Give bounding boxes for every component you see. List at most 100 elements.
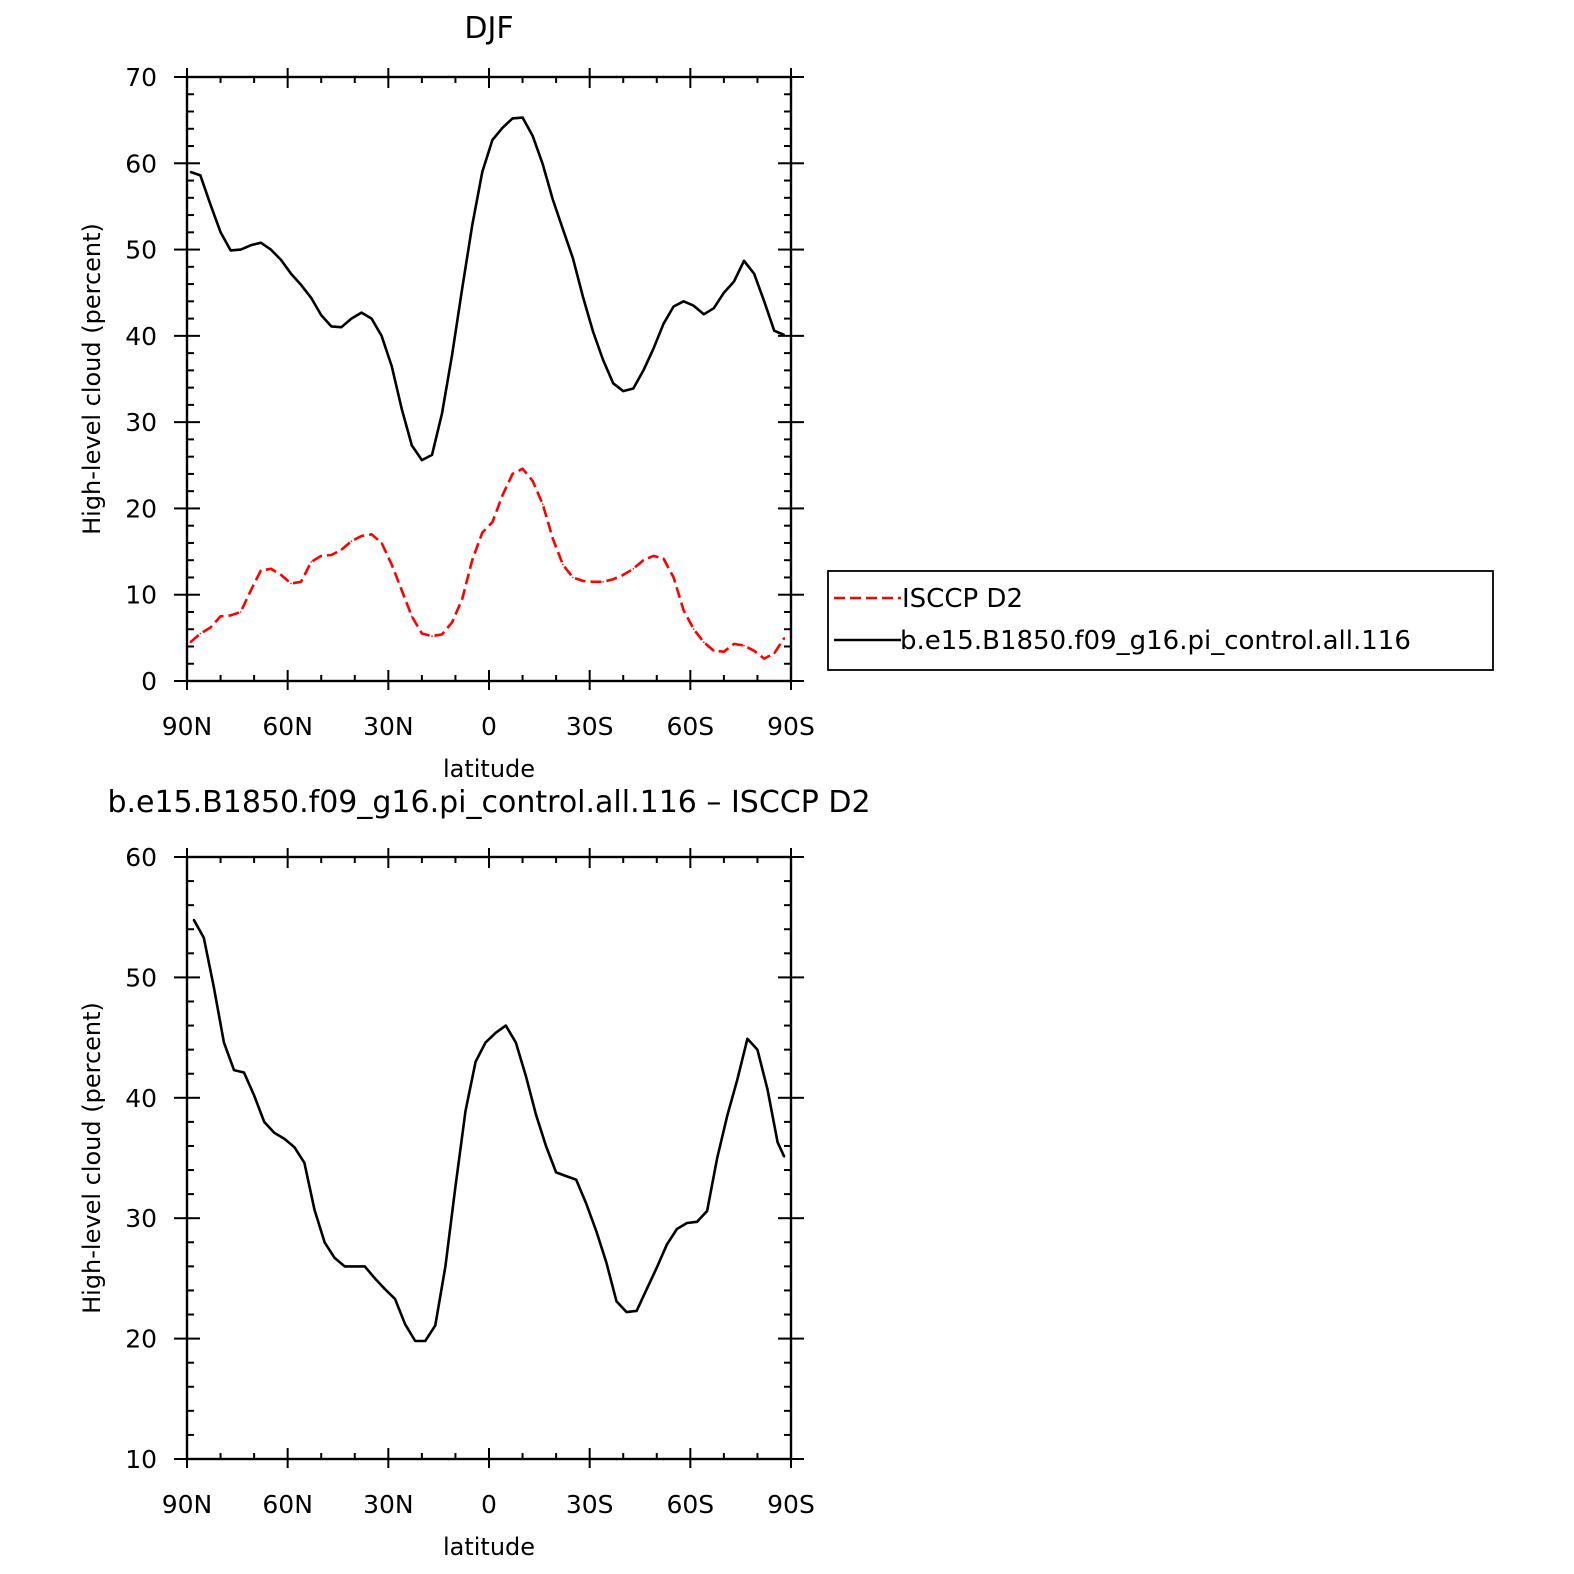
data-point — [253, 1094, 255, 1097]
data-point — [364, 1265, 366, 1268]
y-tick-label: 10 — [125, 581, 157, 610]
x-tick-label: 60S — [666, 1490, 714, 1519]
data-point — [511, 117, 514, 120]
data-point — [733, 643, 735, 645]
data-point — [612, 578, 614, 580]
data-point — [753, 650, 755, 652]
data-point — [726, 1115, 728, 1117]
data-point — [380, 542, 383, 544]
y-tick-label: 40 — [125, 1084, 157, 1113]
data-point — [273, 1131, 276, 1134]
y-tick-label: 60 — [125, 149, 157, 178]
data-point — [464, 1110, 467, 1112]
data-point — [380, 335, 383, 337]
data-point — [404, 1323, 406, 1325]
y-tick-label: 20 — [125, 1325, 157, 1354]
data-point — [766, 1088, 769, 1091]
data-point — [713, 650, 715, 652]
data-point — [250, 244, 252, 247]
data-point — [696, 1221, 698, 1223]
data-point — [203, 936, 205, 939]
legend-box — [827, 570, 1494, 671]
data-point — [525, 1075, 527, 1077]
data-point — [424, 1340, 427, 1342]
x-tick-label: 60N — [262, 712, 313, 741]
data-point — [582, 296, 584, 298]
data-point — [713, 307, 715, 310]
x-tick-label: 30S — [566, 1490, 614, 1519]
x-tick-label: 90S — [767, 712, 815, 741]
data-point — [753, 272, 755, 275]
data-point — [642, 559, 645, 561]
data-point — [471, 224, 474, 227]
bottom-plot-frame — [185, 855, 793, 1461]
data-point — [692, 304, 695, 307]
y-tick-label: 40 — [125, 322, 157, 351]
data-point — [441, 412, 443, 415]
data-point — [290, 272, 292, 275]
data-point — [645, 1288, 648, 1290]
data-point — [280, 259, 282, 261]
y-tick-label: 60 — [125, 843, 157, 872]
data-point — [746, 1038, 749, 1040]
data-point — [223, 1041, 225, 1044]
data-point — [199, 632, 202, 635]
data-point — [414, 1340, 417, 1342]
x-tick-label: 30S — [566, 712, 614, 741]
series-line-model — [189, 116, 785, 462]
data-point — [333, 1257, 336, 1259]
data-point — [313, 1209, 316, 1211]
data-point — [632, 568, 635, 570]
x-tick-label: 90S — [767, 1490, 815, 1519]
data-point — [652, 348, 655, 350]
data-point — [330, 325, 333, 328]
data-point — [323, 1241, 326, 1244]
x-tick-label: 90N — [162, 712, 213, 741]
data-point — [370, 317, 373, 320]
data-point — [716, 1157, 718, 1159]
data-point — [370, 533, 373, 536]
data-point — [703, 313, 705, 316]
data-point — [773, 329, 775, 332]
data-point — [531, 480, 534, 482]
data-point — [350, 317, 353, 320]
data-point — [219, 231, 222, 234]
data-point — [243, 1071, 245, 1074]
data-point — [481, 171, 484, 173]
data-point — [390, 365, 393, 367]
bottom-panel: b.e15.B1850.f09_g16.pi_control.all.116 –… — [78, 785, 871, 1561]
data-point — [354, 1265, 356, 1268]
data-point — [320, 314, 323, 316]
series-line-difference — [192, 918, 786, 1343]
data-point — [209, 203, 212, 206]
data-point — [656, 1266, 658, 1269]
data-point — [360, 311, 363, 314]
data-point — [733, 280, 735, 283]
x-tick-label: 30N — [363, 1490, 414, 1519]
data-point — [592, 330, 594, 333]
data-point — [622, 390, 624, 392]
data-point — [330, 554, 333, 556]
x-tick-label: 60S — [666, 712, 714, 741]
y-tick-label: 50 — [125, 963, 157, 992]
data-point — [213, 986, 215, 988]
data-point — [189, 171, 192, 173]
data-point — [350, 540, 353, 542]
data-point — [451, 354, 453, 356]
data-point — [545, 1145, 547, 1147]
bottom-x-axis-label: latitude — [443, 1533, 535, 1561]
y-tick-label: 70 — [125, 63, 157, 92]
data-point — [505, 1024, 507, 1027]
y-tick-label: 50 — [125, 236, 157, 265]
data-point — [454, 1186, 457, 1188]
legend: ISCCP D2 b.e15.B1850.f09_g16.pi_control.… — [827, 570, 1494, 671]
data-point — [625, 1311, 628, 1313]
data-point — [434, 1324, 437, 1327]
data-point — [451, 621, 453, 624]
data-point — [773, 652, 775, 655]
legend-label-model: b.e15.B1850.f09_g16.pi_control.all.116 — [900, 626, 1411, 656]
data-point — [723, 650, 725, 653]
data-point — [592, 581, 594, 583]
data-point — [491, 521, 494, 523]
